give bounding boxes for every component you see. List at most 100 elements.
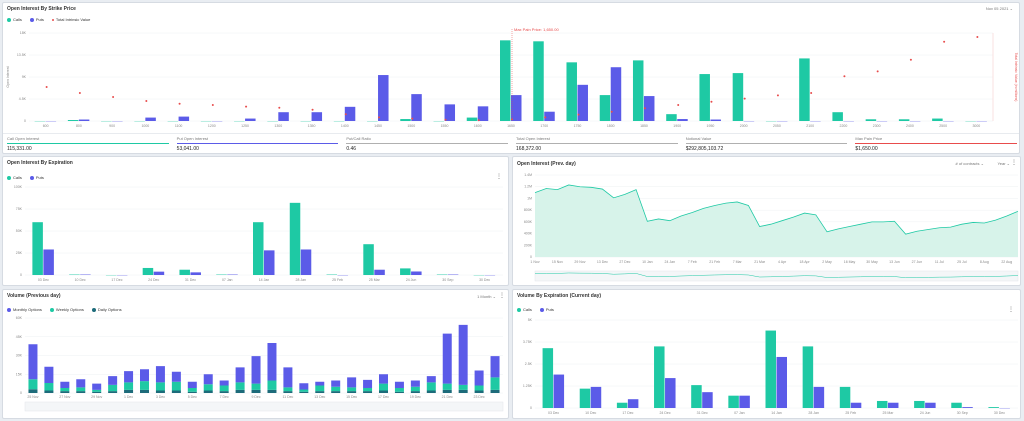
bar bbox=[43, 249, 54, 275]
bar-segment bbox=[140, 389, 149, 393]
x-tick-label: 3000 bbox=[972, 124, 980, 128]
bar-segment bbox=[283, 367, 293, 388]
x-tick-label: 2100 bbox=[806, 124, 814, 128]
legend-monthly[interactable]: Monthly Options bbox=[7, 307, 42, 312]
date-select[interactable]: Nov 05 2021 ⌄ bbox=[985, 6, 1013, 11]
bar-segment bbox=[235, 367, 245, 383]
bar-segment bbox=[28, 389, 38, 393]
stat-put-oi: Put Open Interest 53,041.00 bbox=[173, 134, 343, 153]
more-menu-icon[interactable]: ⋮ bbox=[496, 174, 502, 180]
bar-segment bbox=[108, 384, 118, 392]
bar-segment bbox=[410, 391, 420, 393]
bar-segment bbox=[124, 371, 134, 383]
bar-segment bbox=[28, 344, 38, 380]
y-tick-label: 18K bbox=[20, 31, 27, 35]
legend-calls[interactable]: Calls bbox=[7, 17, 22, 22]
volume-expiration-panel: Volume By Expiration (Current day) ⋮ Cal… bbox=[512, 289, 1021, 419]
bar bbox=[264, 250, 275, 275]
unit-select[interactable]: # of contracts ⌄ bbox=[955, 161, 984, 166]
intrinsic-point bbox=[943, 40, 946, 43]
y-tick-label: 1.2M bbox=[524, 185, 532, 189]
x-tick-label: 1350 bbox=[308, 124, 316, 128]
y-axis-label-right: Total Intrinsic Value (in millions) bbox=[1014, 53, 1018, 102]
bar-segment bbox=[124, 382, 134, 390]
x-tick-label: 17 Dec bbox=[111, 278, 122, 282]
more-menu-icon[interactable]: ⋮ bbox=[1008, 307, 1014, 313]
bar-segment bbox=[379, 383, 388, 391]
legend-intrinsic[interactable]: Total Intrinsic Value bbox=[51, 17, 90, 22]
bar bbox=[850, 402, 862, 408]
bar-segment bbox=[363, 388, 373, 392]
legend-weekly[interactable]: Weekly Options bbox=[49, 307, 84, 312]
chart-legend: Calls Puts Total Intrinsic Value bbox=[7, 17, 90, 22]
y-tick-label: 45K bbox=[16, 335, 23, 339]
x-tick-label: 2300 bbox=[873, 124, 881, 128]
x-tick-label: 1250 bbox=[241, 124, 249, 128]
intrinsic-point bbox=[278, 106, 281, 109]
range-select[interactable]: Year ⌄ bbox=[997, 161, 1010, 166]
bar-segment bbox=[155, 366, 165, 383]
x-tick-label: 24 Jan bbox=[665, 260, 676, 264]
bar-segment bbox=[251, 383, 261, 390]
bar-segment bbox=[442, 333, 452, 384]
bar-segment bbox=[442, 389, 452, 393]
y-tick-label: 100K bbox=[14, 185, 23, 189]
x-tick-label: 21 Dec bbox=[442, 395, 453, 399]
bar-segment bbox=[124, 389, 134, 393]
x-tick-label: 1100 bbox=[175, 124, 183, 128]
bar-segment bbox=[235, 382, 245, 390]
chart-legend: Calls Puts bbox=[7, 175, 44, 180]
bar-calls bbox=[732, 73, 744, 121]
bar bbox=[654, 346, 665, 408]
x-tick-label: 28 Jan bbox=[296, 278, 307, 282]
x-tick-label: 18 Apr bbox=[800, 260, 811, 264]
legend-puts[interactable]: Puts bbox=[29, 17, 44, 22]
bar-segment bbox=[44, 383, 54, 391]
y-tick-label: 0 bbox=[20, 391, 22, 395]
bar bbox=[190, 272, 201, 275]
x-tick-label: 07 Jan bbox=[734, 411, 745, 415]
x-tick-label: 15 Nov bbox=[552, 260, 563, 264]
intrinsic-point bbox=[643, 107, 646, 110]
bar-segment bbox=[140, 381, 149, 390]
panel-title: Volume By Expiration (Current day) bbox=[517, 293, 602, 299]
x-tick-label: 7 Mar bbox=[733, 260, 743, 264]
bar-puts bbox=[643, 96, 655, 121]
period-select[interactable]: 1 Month ⌄ bbox=[477, 294, 496, 299]
legend-puts[interactable]: Puts bbox=[539, 307, 554, 312]
intrinsic-point bbox=[477, 119, 480, 122]
x-tick-label: 25 Jul bbox=[957, 260, 967, 264]
legend-puts[interactable]: Puts bbox=[29, 175, 44, 180]
intrinsic-point bbox=[78, 92, 81, 94]
legend-calls[interactable]: Calls bbox=[7, 175, 22, 180]
bar-segment bbox=[363, 379, 373, 388]
x-tick-label: 4 Apr bbox=[778, 260, 787, 264]
more-menu-icon[interactable]: ⋮ bbox=[1011, 160, 1017, 166]
legend-calls[interactable]: Calls bbox=[517, 307, 532, 312]
y-tick-label: 1.25K bbox=[523, 384, 533, 388]
range-navigator bbox=[534, 270, 1019, 282]
bar-segment bbox=[410, 386, 420, 392]
x-tick-label: 30 Sep bbox=[957, 411, 968, 415]
x-tick-label: 22 Aug bbox=[1001, 260, 1012, 264]
x-tick-label: 23 Dec bbox=[474, 395, 485, 399]
bar-calls bbox=[799, 58, 810, 121]
intrinsic-point bbox=[311, 108, 314, 111]
x-tick-label: 17 Dec bbox=[378, 395, 389, 399]
bar-segment bbox=[251, 356, 261, 384]
intrinsic-point bbox=[344, 113, 347, 116]
x-tick-label: 25 Feb bbox=[332, 278, 343, 282]
bar-segment bbox=[331, 386, 341, 392]
max-pain-label: Max Pain Price: 1,650.00 bbox=[514, 27, 559, 32]
bar-segment bbox=[171, 371, 181, 382]
y-tick-label: 25K bbox=[16, 251, 23, 255]
bar bbox=[627, 399, 639, 408]
volume-chart: 0 15K 30K 45K 60K 25 Nov 27 Nov 29 Nov 1 Dec 3 De… bbox=[16, 316, 504, 412]
bar-calls bbox=[566, 62, 577, 121]
bar-segment bbox=[92, 383, 102, 390]
bar-segment bbox=[60, 388, 70, 392]
more-menu-icon[interactable]: ⋮ bbox=[499, 293, 505, 299]
legend-daily[interactable]: Daily Options bbox=[91, 307, 122, 312]
bar-segment bbox=[315, 381, 325, 386]
bar-puts bbox=[610, 67, 622, 121]
